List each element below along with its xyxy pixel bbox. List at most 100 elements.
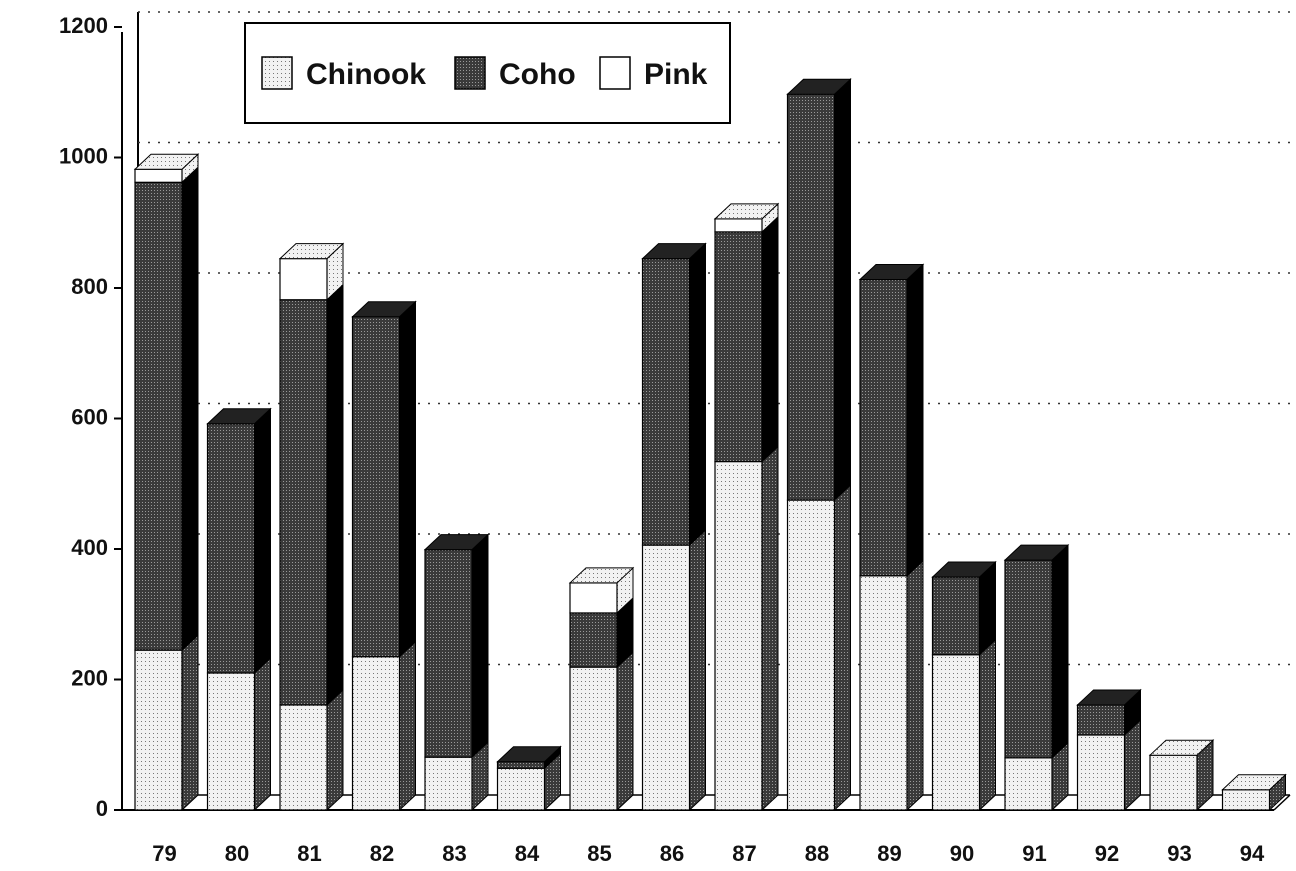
y-tick-label: 800 <box>71 274 108 299</box>
x-tick-label: 80 <box>225 841 249 866</box>
bar-segment <box>496 752 561 812</box>
bar-segment <box>134 166 199 652</box>
bar-top <box>1003 544 1070 561</box>
bar <box>931 654 981 811</box>
x-tick-label: 85 <box>587 841 611 866</box>
bar-segment <box>641 242 706 547</box>
bar-side <box>761 215 779 463</box>
bar-segment <box>1076 688 1141 737</box>
bar <box>134 649 183 811</box>
x-tick-label: 82 <box>370 841 394 866</box>
legend-box <box>244 22 731 124</box>
x-tick-label: 86 <box>660 841 684 866</box>
bar <box>931 576 981 656</box>
legend-label: Coho <box>499 58 576 91</box>
bar <box>279 258 328 301</box>
bar-side <box>181 166 199 652</box>
x-tick-label: 84 <box>515 841 540 866</box>
bar <box>714 218 763 233</box>
bar-side <box>834 483 851 812</box>
bar-top <box>278 243 345 260</box>
bar-top <box>496 746 562 763</box>
bar-side <box>326 688 344 812</box>
bar <box>279 704 328 811</box>
bar <box>206 423 256 674</box>
bar-side <box>254 407 271 675</box>
bar-top <box>786 78 852 95</box>
bar-segment <box>206 656 271 812</box>
x-tick-label: 79 <box>152 841 176 866</box>
bar-segment <box>786 78 851 502</box>
bar-segment <box>641 528 706 812</box>
y-tick-label: 600 <box>71 404 108 429</box>
bar-side <box>979 638 996 812</box>
bar-top <box>568 567 635 584</box>
bar-segment <box>859 559 924 812</box>
bar <box>1076 704 1126 736</box>
bar-side <box>761 445 779 812</box>
y-tick-label: 1000 <box>59 143 108 168</box>
bar-segment <box>134 633 199 812</box>
bar <box>569 582 618 614</box>
bar-segment <box>1004 741 1069 812</box>
bar-segment <box>786 483 851 812</box>
bar <box>569 612 618 668</box>
bar-segment <box>1221 773 1286 812</box>
bar-segment <box>569 650 634 812</box>
bar <box>641 544 691 811</box>
bar-segment <box>279 242 344 301</box>
bar-segment <box>351 640 416 812</box>
bar <box>859 575 908 811</box>
x-tick-label: 87 <box>732 841 756 866</box>
bar-side <box>979 560 996 656</box>
x-tick-label: 93 <box>1167 841 1191 866</box>
bar-segment <box>859 263 924 577</box>
bar-top <box>133 153 200 170</box>
bar <box>351 316 401 658</box>
bar-side <box>906 559 924 812</box>
bar <box>1004 559 1053 759</box>
bar <box>714 231 763 463</box>
legend-swatch <box>454 56 486 90</box>
bar-side <box>1124 718 1141 812</box>
bar <box>786 499 836 811</box>
bar <box>786 93 836 501</box>
bar <box>1004 757 1053 811</box>
bar-segment <box>714 215 779 463</box>
bar-segment <box>1149 739 1214 812</box>
bar-side <box>616 650 634 812</box>
bar-segment <box>351 300 416 658</box>
legend-swatch <box>261 56 293 90</box>
bar-segment <box>569 596 634 669</box>
bar-side <box>254 656 271 812</box>
bar <box>134 181 183 651</box>
bar <box>641 258 691 546</box>
bar-top <box>858 264 925 281</box>
y-tick-label: 400 <box>71 535 108 560</box>
bar <box>859 278 908 577</box>
bar-segment <box>424 533 489 759</box>
x-tick-label: 88 <box>805 841 829 866</box>
bar <box>569 666 618 811</box>
bar <box>496 761 546 769</box>
bar-top <box>1221 774 1287 791</box>
x-tick-label: 91 <box>1022 841 1046 866</box>
bar-top <box>713 203 780 220</box>
bar <box>351 656 401 811</box>
x-tick-label: 83 <box>442 841 466 866</box>
x-tick-label: 90 <box>950 841 974 866</box>
bar-side <box>181 633 199 812</box>
bar-segment <box>206 407 271 675</box>
bar <box>1221 789 1271 811</box>
bar-side <box>834 78 851 502</box>
bar-segment <box>1004 543 1069 759</box>
bar <box>206 672 256 811</box>
y-tick-label: 1200 <box>59 13 108 38</box>
bar-segment <box>714 445 779 812</box>
legend-label: Pink <box>644 58 708 91</box>
bar <box>424 756 473 811</box>
bar-top <box>641 243 707 260</box>
bar <box>714 460 763 811</box>
floor-end <box>1273 794 1291 811</box>
